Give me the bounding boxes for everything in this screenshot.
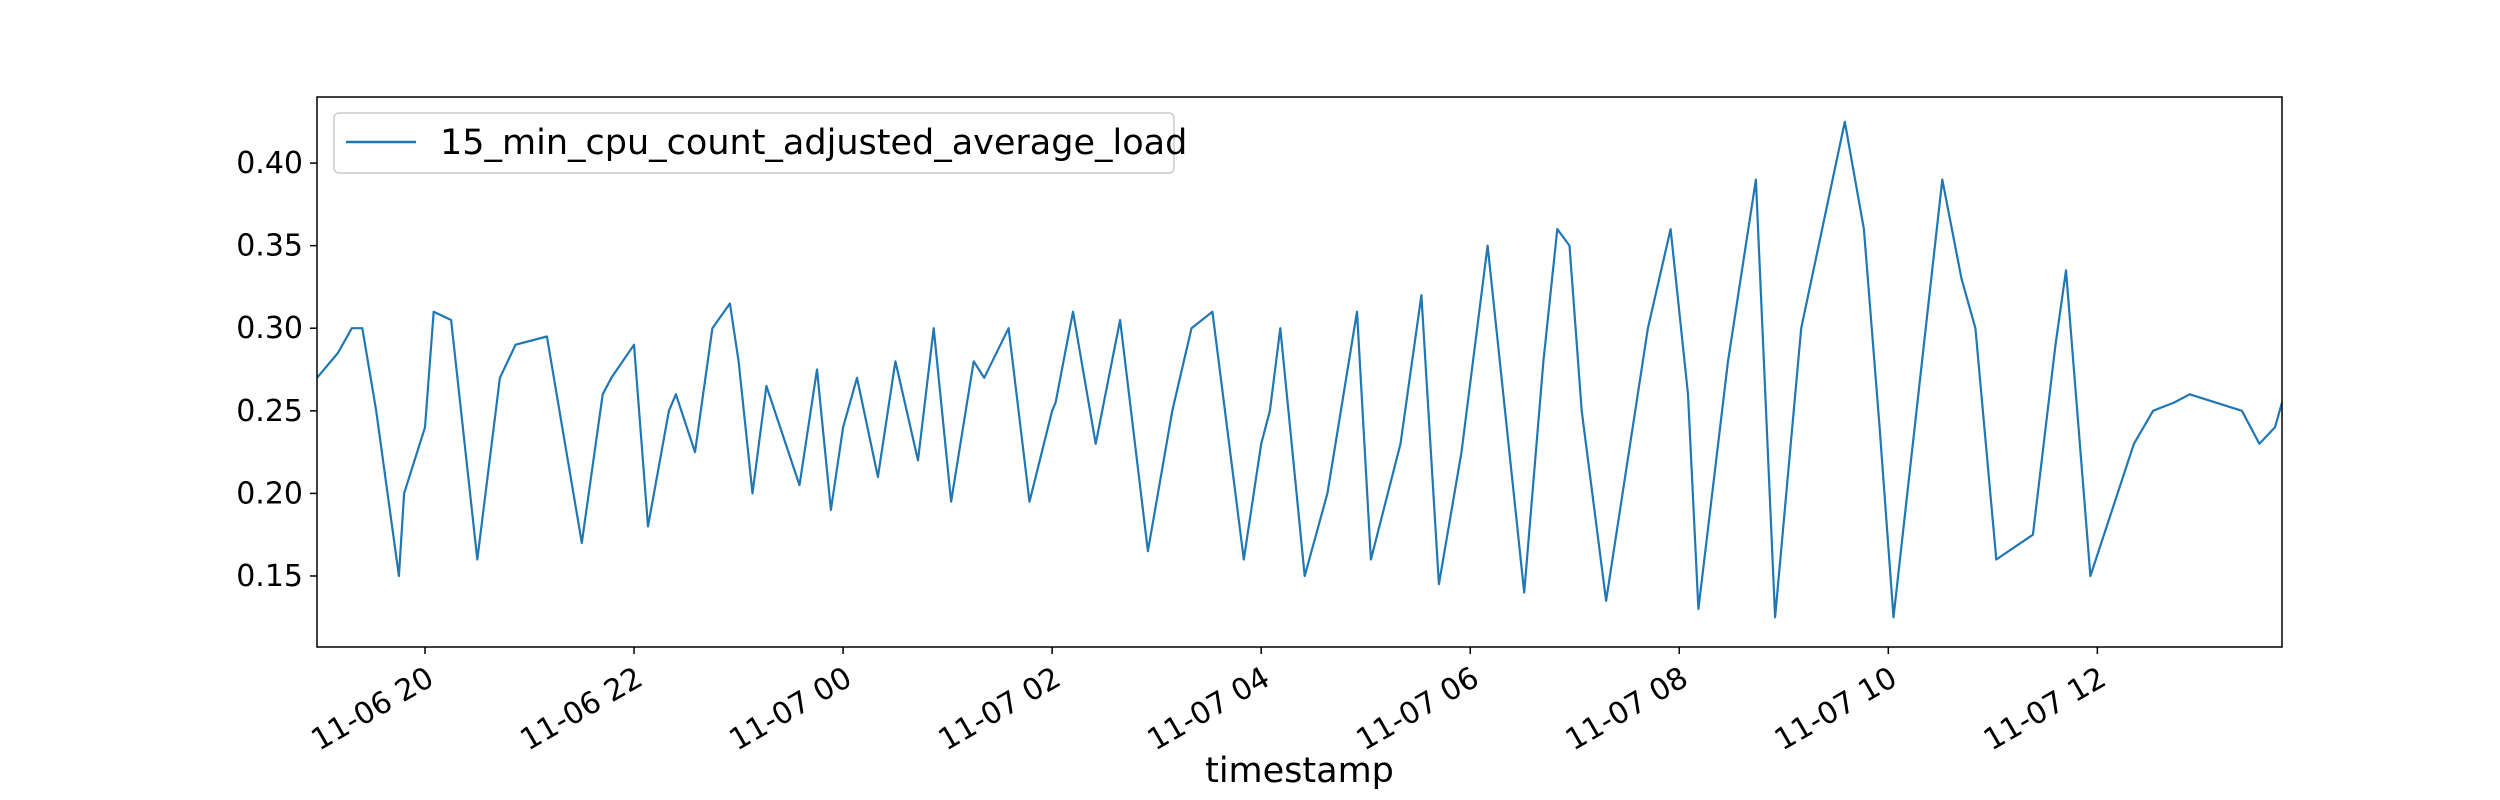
series-layer xyxy=(316,120,2284,619)
legend-series-label: 15_min_cpu_count_adjusted_average_load xyxy=(440,123,1187,163)
legend: 15_min_cpu_count_adjusted_average_load xyxy=(333,112,1187,174)
y-tick-label: 0.30 xyxy=(236,311,303,346)
series-line xyxy=(316,120,2284,619)
x-axis-label: timestamp xyxy=(1205,751,1394,791)
y-tick-label: 0.20 xyxy=(236,476,303,511)
y-tick-label: 0.25 xyxy=(236,394,303,429)
y-axis-ticks: 0.15 0.20 0.25 0.30 0.35 0.40 xyxy=(236,146,317,594)
legend-box xyxy=(333,112,1175,174)
y-tick-label: 0.35 xyxy=(236,229,303,264)
y-tick-label: 0.15 xyxy=(236,559,303,594)
plot-area-frame xyxy=(316,96,2283,648)
y-tick-label: 0.40 xyxy=(236,146,303,181)
